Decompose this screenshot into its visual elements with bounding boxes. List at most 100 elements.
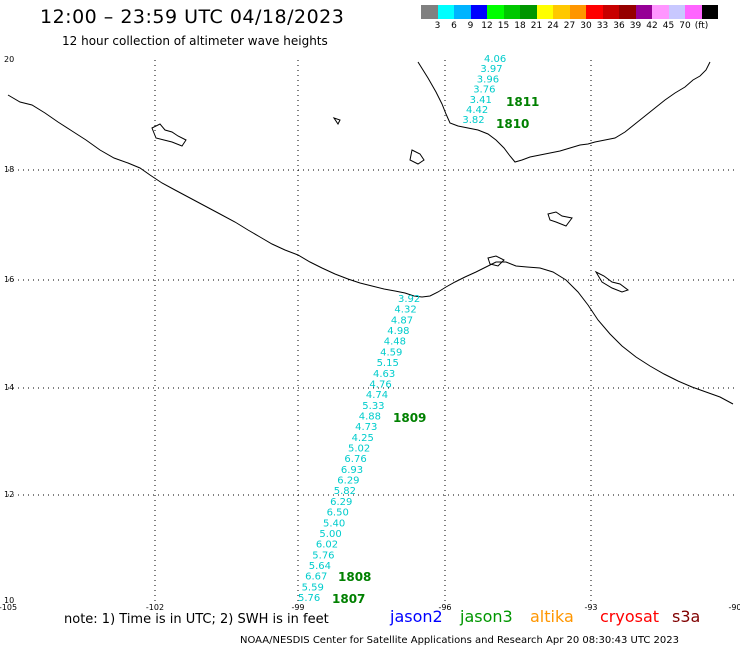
- colorbar-swatch: [536, 5, 553, 19]
- pass-id: 1808: [338, 570, 371, 584]
- swh-value: 6.29: [330, 497, 352, 508]
- swh-value: 6.02: [316, 540, 338, 551]
- swh-value: 5.76: [298, 593, 320, 604]
- colorbar-label: 45: [662, 21, 675, 31]
- island-2: [409, 149, 425, 165]
- swh-value: 3.41: [470, 95, 492, 106]
- colorbar-label: 30: [580, 21, 592, 31]
- swh-value: 3.97: [480, 64, 502, 75]
- colorbar-label: (ft): [694, 21, 709, 31]
- swh-value: 4.63: [373, 369, 395, 380]
- colorbar-swatch: [487, 5, 504, 19]
- swh-value: 6.93: [341, 465, 363, 476]
- island-1: [151, 123, 187, 147]
- swh-value: 4.73: [355, 422, 377, 433]
- colorbar-swatch: [520, 5, 537, 19]
- colorbar-label: 39: [629, 21, 642, 31]
- swh-value: 4.98: [387, 326, 409, 337]
- lon-tick-label: -96: [438, 603, 451, 612]
- colorbar-label: 70: [679, 21, 691, 31]
- lat-tick-label: 20: [4, 55, 14, 64]
- swh-value: 6.29: [337, 476, 359, 487]
- colorbar-swatch: [470, 5, 487, 19]
- swh-value: 4.76: [369, 379, 391, 390]
- colorbar-swatch: [454, 5, 471, 19]
- island-5: [487, 255, 505, 267]
- swh-value: 6.67: [305, 572, 327, 583]
- colorbar-label: 27: [563, 21, 576, 31]
- colorbar-swatch: [602, 5, 619, 19]
- swh-value: 6.50: [327, 508, 349, 519]
- swh-value: 4.87: [391, 315, 413, 326]
- lon-tick-label: -93: [584, 603, 597, 612]
- lat-tick-label: 10: [4, 596, 14, 605]
- note-text: note: 1) Time is in UTC; 2) SWH is in fe…: [64, 612, 329, 627]
- swh-value: 5.64: [309, 561, 331, 572]
- coastline: [7, 61, 734, 405]
- swh-labels: 4.063.973.963.763.414.423.82 3.924.324.87…: [298, 54, 506, 604]
- coastline-gulf: [417, 61, 711, 163]
- map-title: 12:00 – 23:59 UTC 04/18/2023: [40, 6, 345, 28]
- swh-value: 4.88: [359, 411, 381, 422]
- colorbar-label: 3: [434, 21, 441, 31]
- swh-value: 5.15: [377, 358, 399, 369]
- swh-value: 5.40: [323, 518, 345, 529]
- swh-value: 3.76: [473, 85, 495, 96]
- colorbar-swatch: [553, 5, 570, 19]
- swh-value: 5.59: [302, 582, 324, 593]
- colorbar-label: 33: [596, 21, 609, 31]
- colorbar-swatch: [635, 5, 652, 19]
- swh-value: 6.76: [344, 454, 366, 465]
- swh-value: 5.76: [312, 550, 334, 561]
- colorbar-label: 6: [451, 21, 457, 31]
- colorbar-label: 24: [547, 21, 559, 31]
- colorbar-label: 9: [467, 21, 474, 31]
- lon-tick-label: -102: [146, 603, 164, 612]
- colorbar-swatch: [503, 5, 520, 19]
- island-4: [594, 270, 630, 293]
- swh-value: 4.42: [466, 105, 488, 116]
- swh-value: 5.02: [348, 444, 370, 455]
- swh-value: 4.74: [366, 390, 388, 401]
- colorbar-swatch: [652, 5, 669, 19]
- pass-id-labels: 1811 1810 1809 1808 1807: [332, 95, 539, 606]
- legend-s3a: s3a: [672, 607, 701, 626]
- swh-value: 4.25: [352, 433, 374, 444]
- swh-value: 4.32: [394, 305, 416, 316]
- island-3: [547, 211, 573, 227]
- lon-tick-label: -99: [291, 603, 304, 612]
- swh-value: 4.59: [380, 347, 402, 358]
- colorbar-swatch: [685, 5, 702, 19]
- swh-value: 4.48: [384, 337, 406, 348]
- coastline-mainland: [7, 94, 734, 405]
- legend-jason2: jason2: [390, 607, 443, 626]
- lat-lon-grid: 20 18 16 14 12 10-105 -102 -99 -96 -93 -90: [0, 55, 740, 612]
- colorbar-swatch: [569, 5, 586, 19]
- colorbar-swatch: [668, 5, 685, 19]
- lon-tick-label: -105: [0, 603, 17, 612]
- lat-tick-label: 12: [4, 490, 14, 499]
- lat-tick-label: 18: [4, 165, 14, 174]
- legend-jason3: jason3: [460, 607, 513, 626]
- pass-id: 1810: [496, 117, 529, 131]
- colorbar-swatch: [619, 5, 636, 19]
- colorbar-swatch: [437, 5, 454, 19]
- swh-value: 5.00: [319, 529, 341, 540]
- swh-value: 5.82: [334, 486, 356, 497]
- colorbar-label: 15: [497, 21, 510, 31]
- swh-value: 3.92: [398, 294, 420, 305]
- island-6: [332, 117, 341, 125]
- colorbar-label: 21: [530, 21, 543, 31]
- lat-tick-label: 14: [4, 383, 14, 392]
- colorbar-swatch: [421, 5, 438, 19]
- colorbar-label: 12: [481, 21, 493, 31]
- colorbar-swatch: [701, 5, 718, 19]
- swh-colorbar: [421, 5, 718, 19]
- swh-value: 3.96: [477, 74, 499, 85]
- lon-tick-label: -90: [728, 603, 740, 612]
- colorbar-label: 18: [514, 21, 526, 31]
- pass-id: 1807: [332, 592, 365, 606]
- legend-altika: altika: [530, 607, 574, 626]
- legend-cryosat: cryosat: [600, 607, 660, 626]
